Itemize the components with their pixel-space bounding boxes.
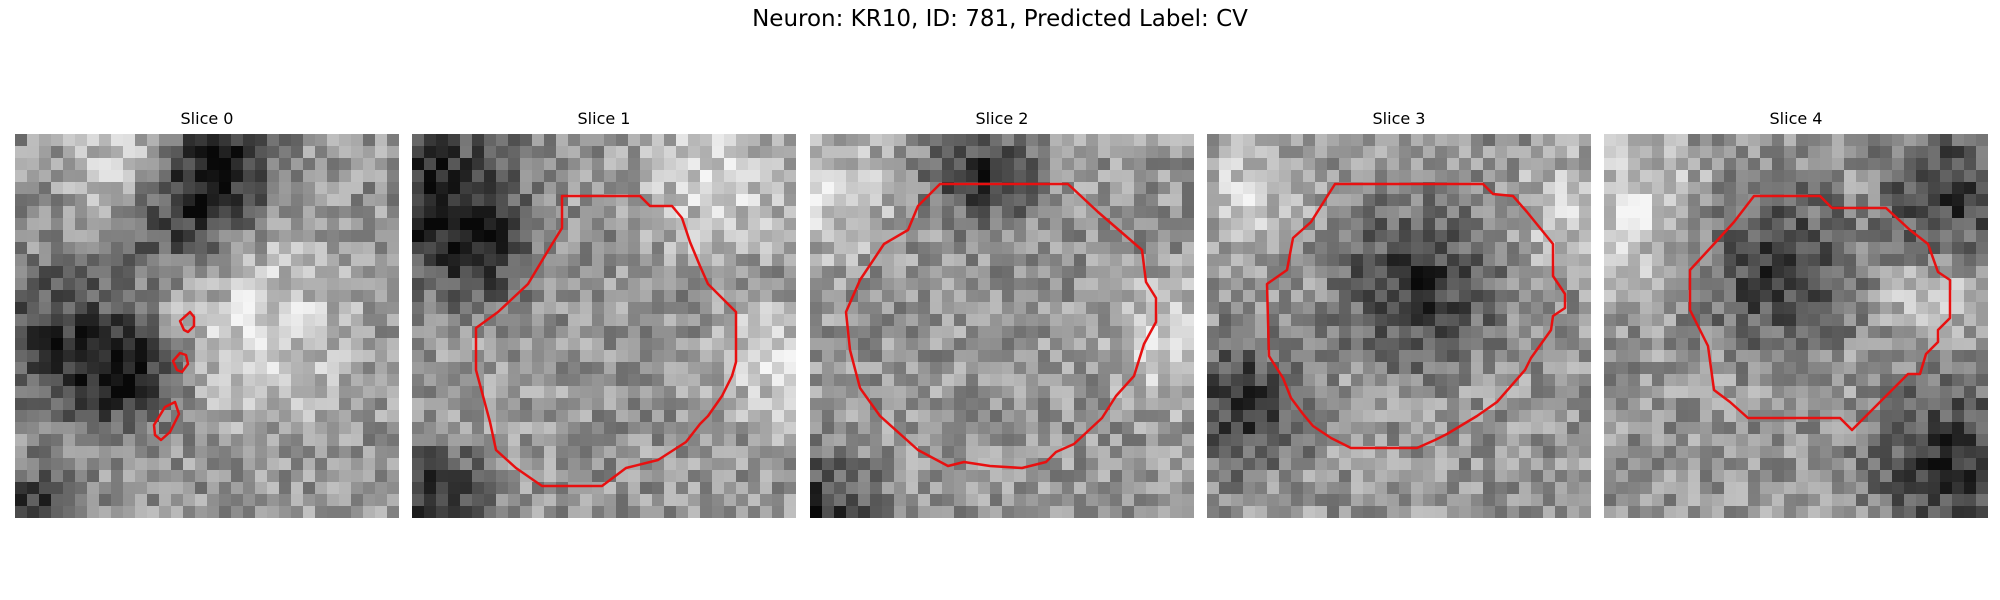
figure-title: Neuron: KR10, ID: 781, Predicted Label: …	[0, 6, 2000, 32]
slice-image	[1207, 134, 1591, 518]
panel-slice-3: Slice 3	[1207, 108, 1591, 518]
panel-title: Slice 0	[15, 108, 399, 130]
panel-slice-0: Slice 0	[15, 108, 399, 518]
panel-slice-1: Slice 1	[412, 108, 796, 518]
slice-image	[810, 134, 1194, 518]
panel-title: Slice 4	[1604, 108, 1988, 130]
slice-image	[412, 134, 796, 518]
panel-title: Slice 3	[1207, 108, 1591, 130]
slice-image	[15, 134, 399, 518]
panel-title: Slice 2	[810, 108, 1194, 130]
panel-slice-2: Slice 2	[810, 108, 1194, 518]
slice-image	[1604, 134, 1988, 518]
panel-slice-4: Slice 4	[1604, 108, 1988, 518]
panel-title: Slice 1	[412, 108, 796, 130]
